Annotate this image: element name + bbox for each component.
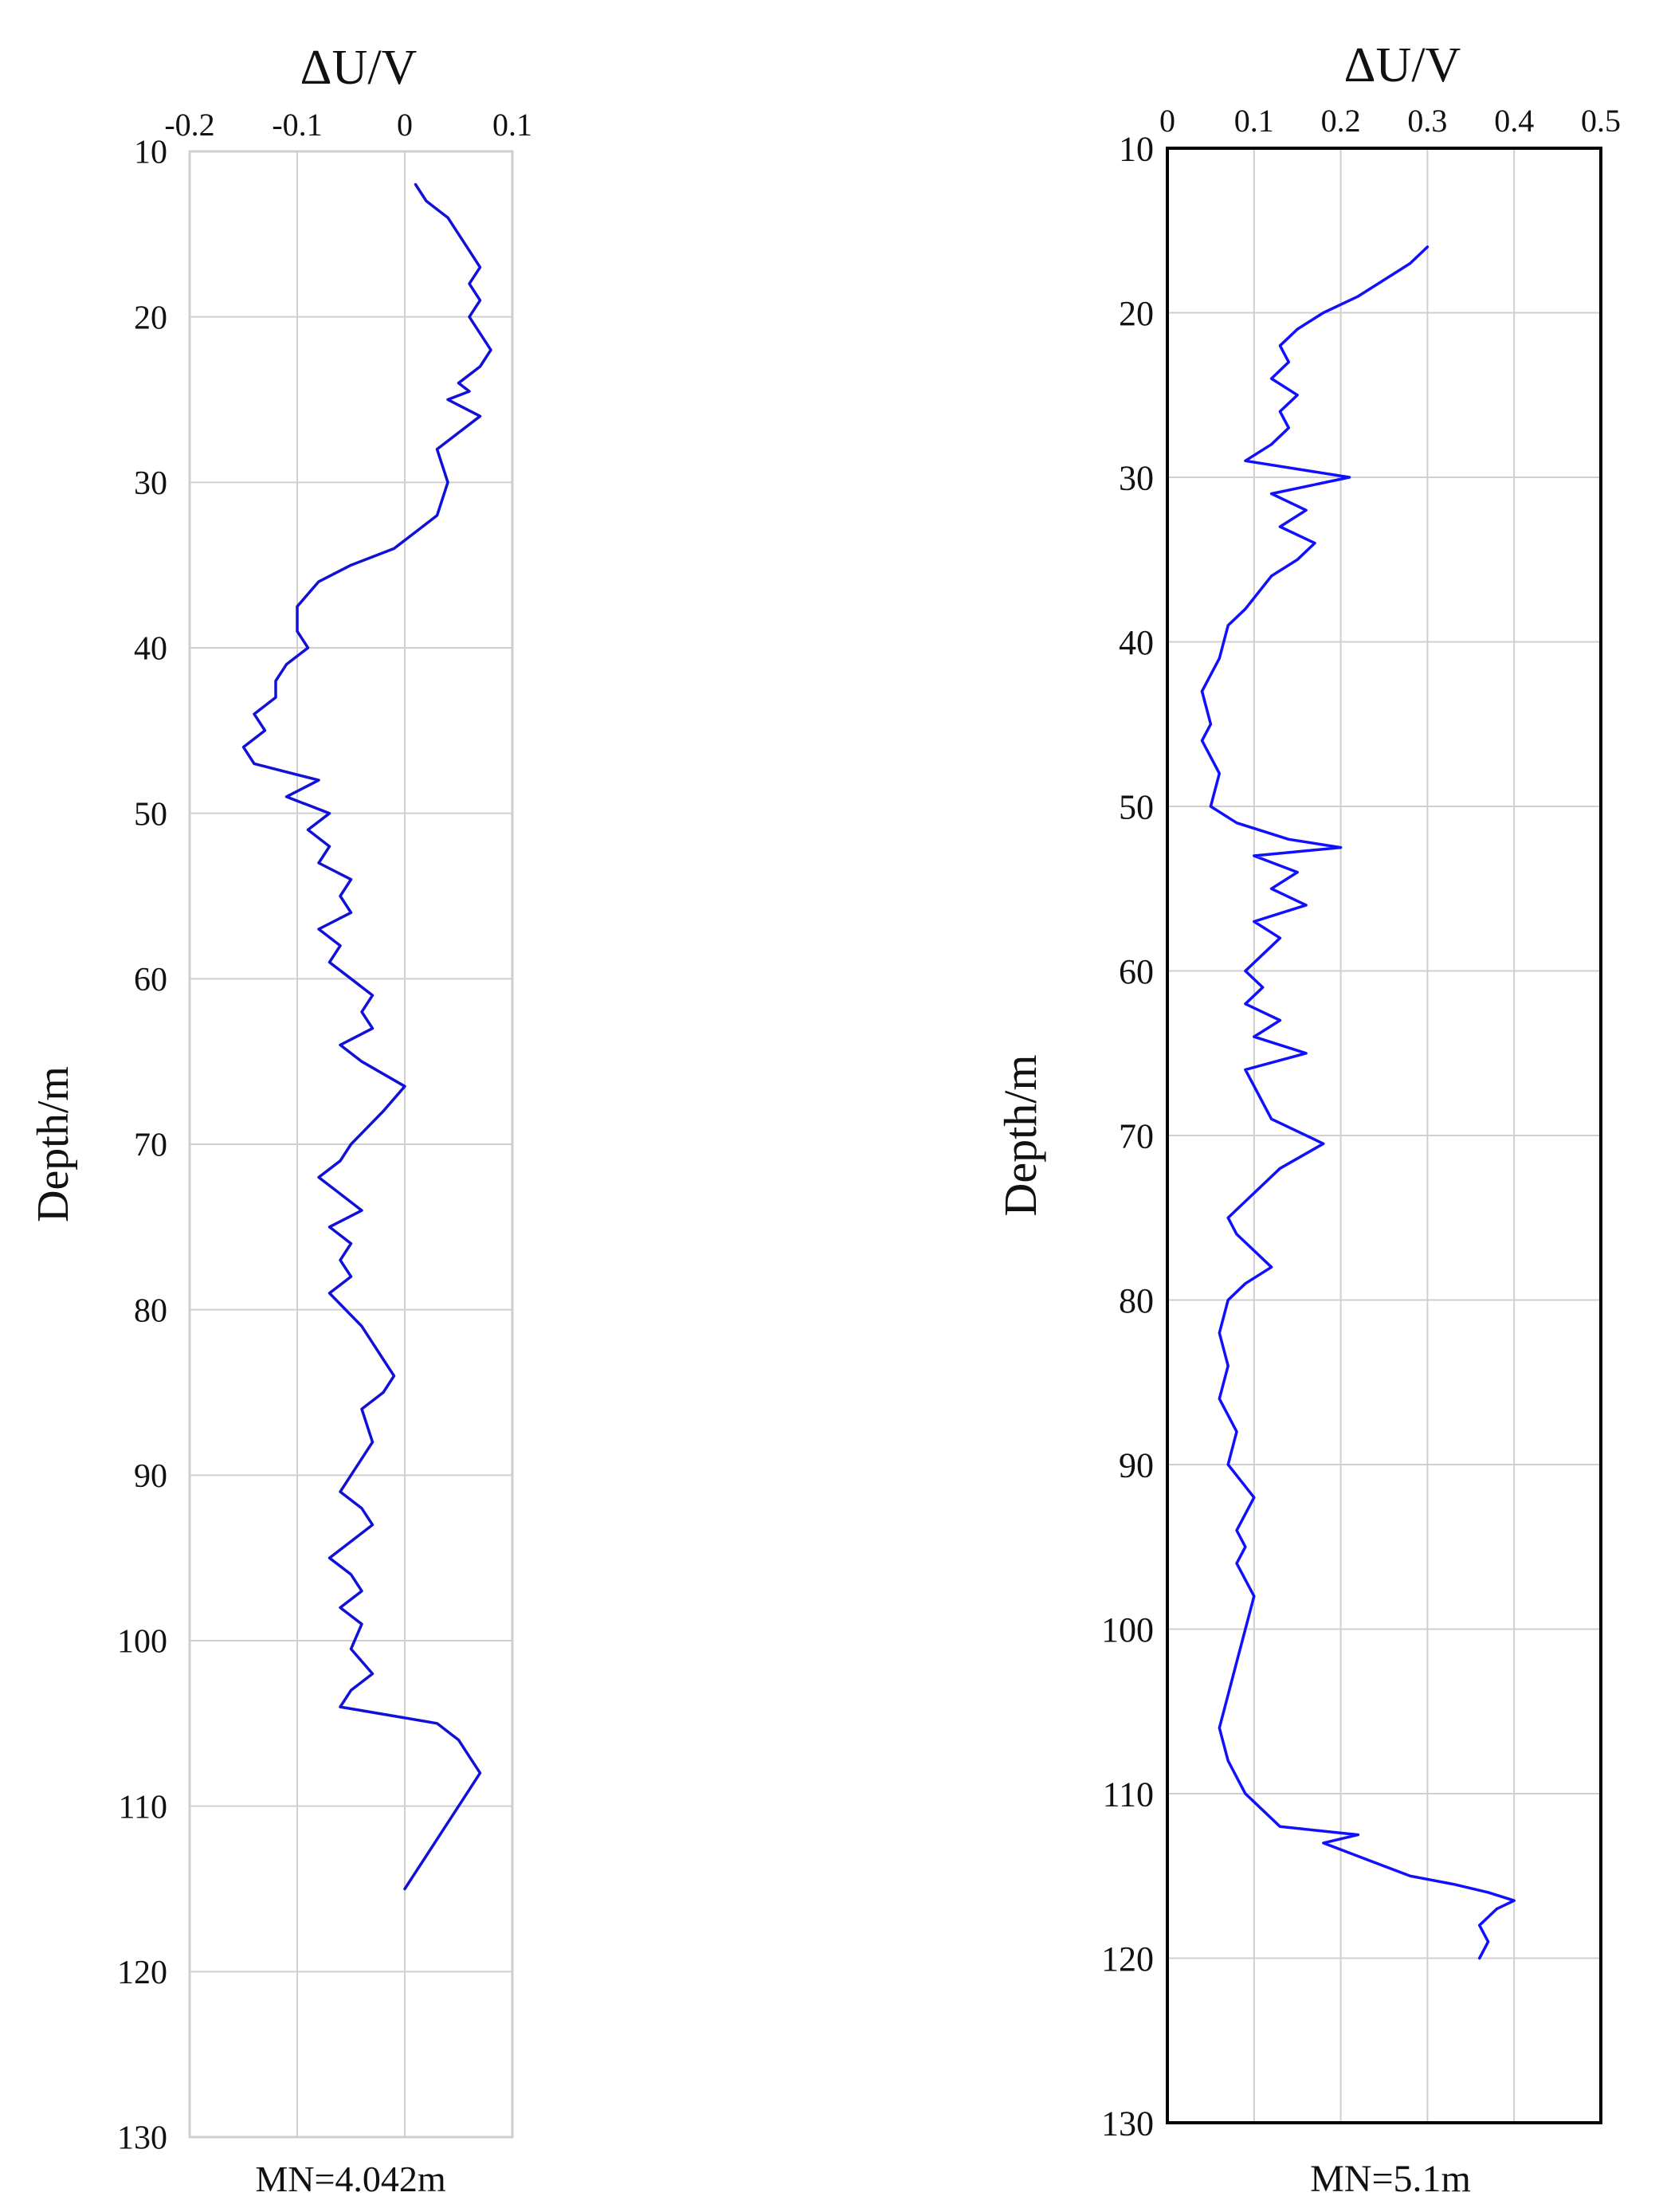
x-tick-label: -0.1 <box>272 107 322 143</box>
y-axis-label: Depth/m <box>29 1066 78 1222</box>
x-tick-label: 0.1 <box>492 107 532 143</box>
y-tick-label: 40 <box>134 631 167 668</box>
x-tick-label: 0.1 <box>1234 103 1274 139</box>
y-tick-label: 30 <box>1119 458 1154 497</box>
y-tick-label: 80 <box>1119 1281 1154 1320</box>
y-tick-label: 20 <box>1119 294 1154 333</box>
x-tick-label: 0 <box>1159 103 1175 139</box>
plot-frame <box>1166 147 1602 2124</box>
y-tick-label: 50 <box>1119 787 1154 826</box>
chart-footnote: MN=4.042m <box>255 2159 446 2199</box>
y-tick-label: 130 <box>117 2120 167 2157</box>
y-tick-label: 70 <box>134 1128 167 1164</box>
y-tick-label: 80 <box>134 1292 167 1329</box>
y-tick-label: 30 <box>134 465 167 502</box>
y-tick-label: 100 <box>1101 1610 1154 1649</box>
x-tick-label: 0.2 <box>1321 103 1361 139</box>
left-depth-chart: -0.2 -0.1 0 0.1 10 20 30 40 50 60 70 80 90 100 110 120 1… <box>29 41 532 2199</box>
y-tick-label: 90 <box>134 1458 167 1495</box>
y-tick-label: 130 <box>1101 2104 1154 2143</box>
y-tick-label: 60 <box>134 962 167 998</box>
y-tick-label: 110 <box>119 1789 167 1826</box>
chart-title: ΔU/V <box>300 41 418 95</box>
x-tick-label: -0.2 <box>164 107 214 143</box>
plot-frame <box>188 150 514 2139</box>
y-tick-label: 10 <box>1119 129 1154 168</box>
series-line <box>241 182 492 1891</box>
y-tick-label: 10 <box>134 135 167 171</box>
y-tick-label: 70 <box>1119 1116 1154 1155</box>
y-tick-label: 110 <box>1103 1775 1154 1814</box>
y-tick-label: 120 <box>117 1955 167 1991</box>
y-tick-label: 120 <box>1101 1939 1154 1979</box>
x-tick-label: 0.5 <box>1581 103 1621 139</box>
y-tick-label: 100 <box>117 1624 167 1661</box>
x-tick-label: 0.3 <box>1407 103 1447 139</box>
y-tick-label: 60 <box>1119 952 1154 991</box>
chart-title: ΔU/V <box>1344 38 1461 92</box>
x-tick-label: 0 <box>397 107 413 143</box>
y-tick-label: 90 <box>1119 1445 1154 1484</box>
y-tick-label: 20 <box>134 300 167 336</box>
x-tick-label: 0.4 <box>1494 103 1534 139</box>
y-tick-label: 40 <box>1119 623 1154 662</box>
right-depth-chart: 0 0.1 0.2 0.3 0.4 0.5 10 20 30 40 50 60 70 80 90 100 110… <box>994 38 1621 2200</box>
chart-footnote: MN=5.1m <box>1310 2158 1471 2200</box>
y-axis-label: Depth/m <box>994 1055 1046 1217</box>
series-line <box>1200 245 1516 1960</box>
y-tick-label: 50 <box>134 796 167 833</box>
